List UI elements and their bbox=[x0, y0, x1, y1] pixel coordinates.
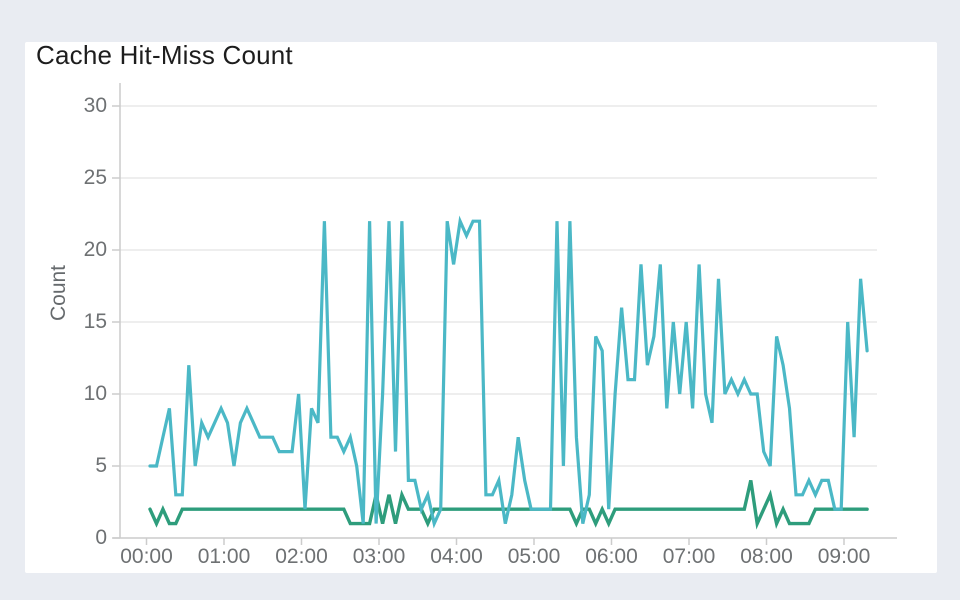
x-tick-label: 09:00 bbox=[817, 545, 871, 568]
x-tick-label: 04:00 bbox=[430, 545, 483, 568]
y-tick-label: 10 bbox=[83, 382, 107, 405]
y-tick-label: 25 bbox=[83, 166, 107, 189]
x-tick-label: 02:00 bbox=[275, 545, 328, 568]
y-tick-label: 30 bbox=[83, 94, 107, 117]
y-tick-label: 15 bbox=[83, 310, 107, 333]
x-tick-label: 00:00 bbox=[120, 545, 173, 568]
teal-line-series[interactable] bbox=[148, 215, 869, 529]
x-tick-label: 08:00 bbox=[740, 545, 793, 568]
x-tick-label: 01:00 bbox=[197, 545, 251, 568]
x-tick-label: 06:00 bbox=[585, 545, 638, 568]
x-tick-label: 05:00 bbox=[507, 545, 561, 568]
y-tick-label: 5 bbox=[95, 454, 107, 477]
x-tick-label: 03:00 bbox=[352, 545, 406, 568]
y-tick-label: 0 bbox=[95, 526, 107, 549]
y-tick-label: 20 bbox=[83, 238, 107, 261]
chart-title: Cache Hit-Miss Count bbox=[36, 40, 293, 70]
x-tick-label: 07:00 bbox=[662, 545, 716, 568]
